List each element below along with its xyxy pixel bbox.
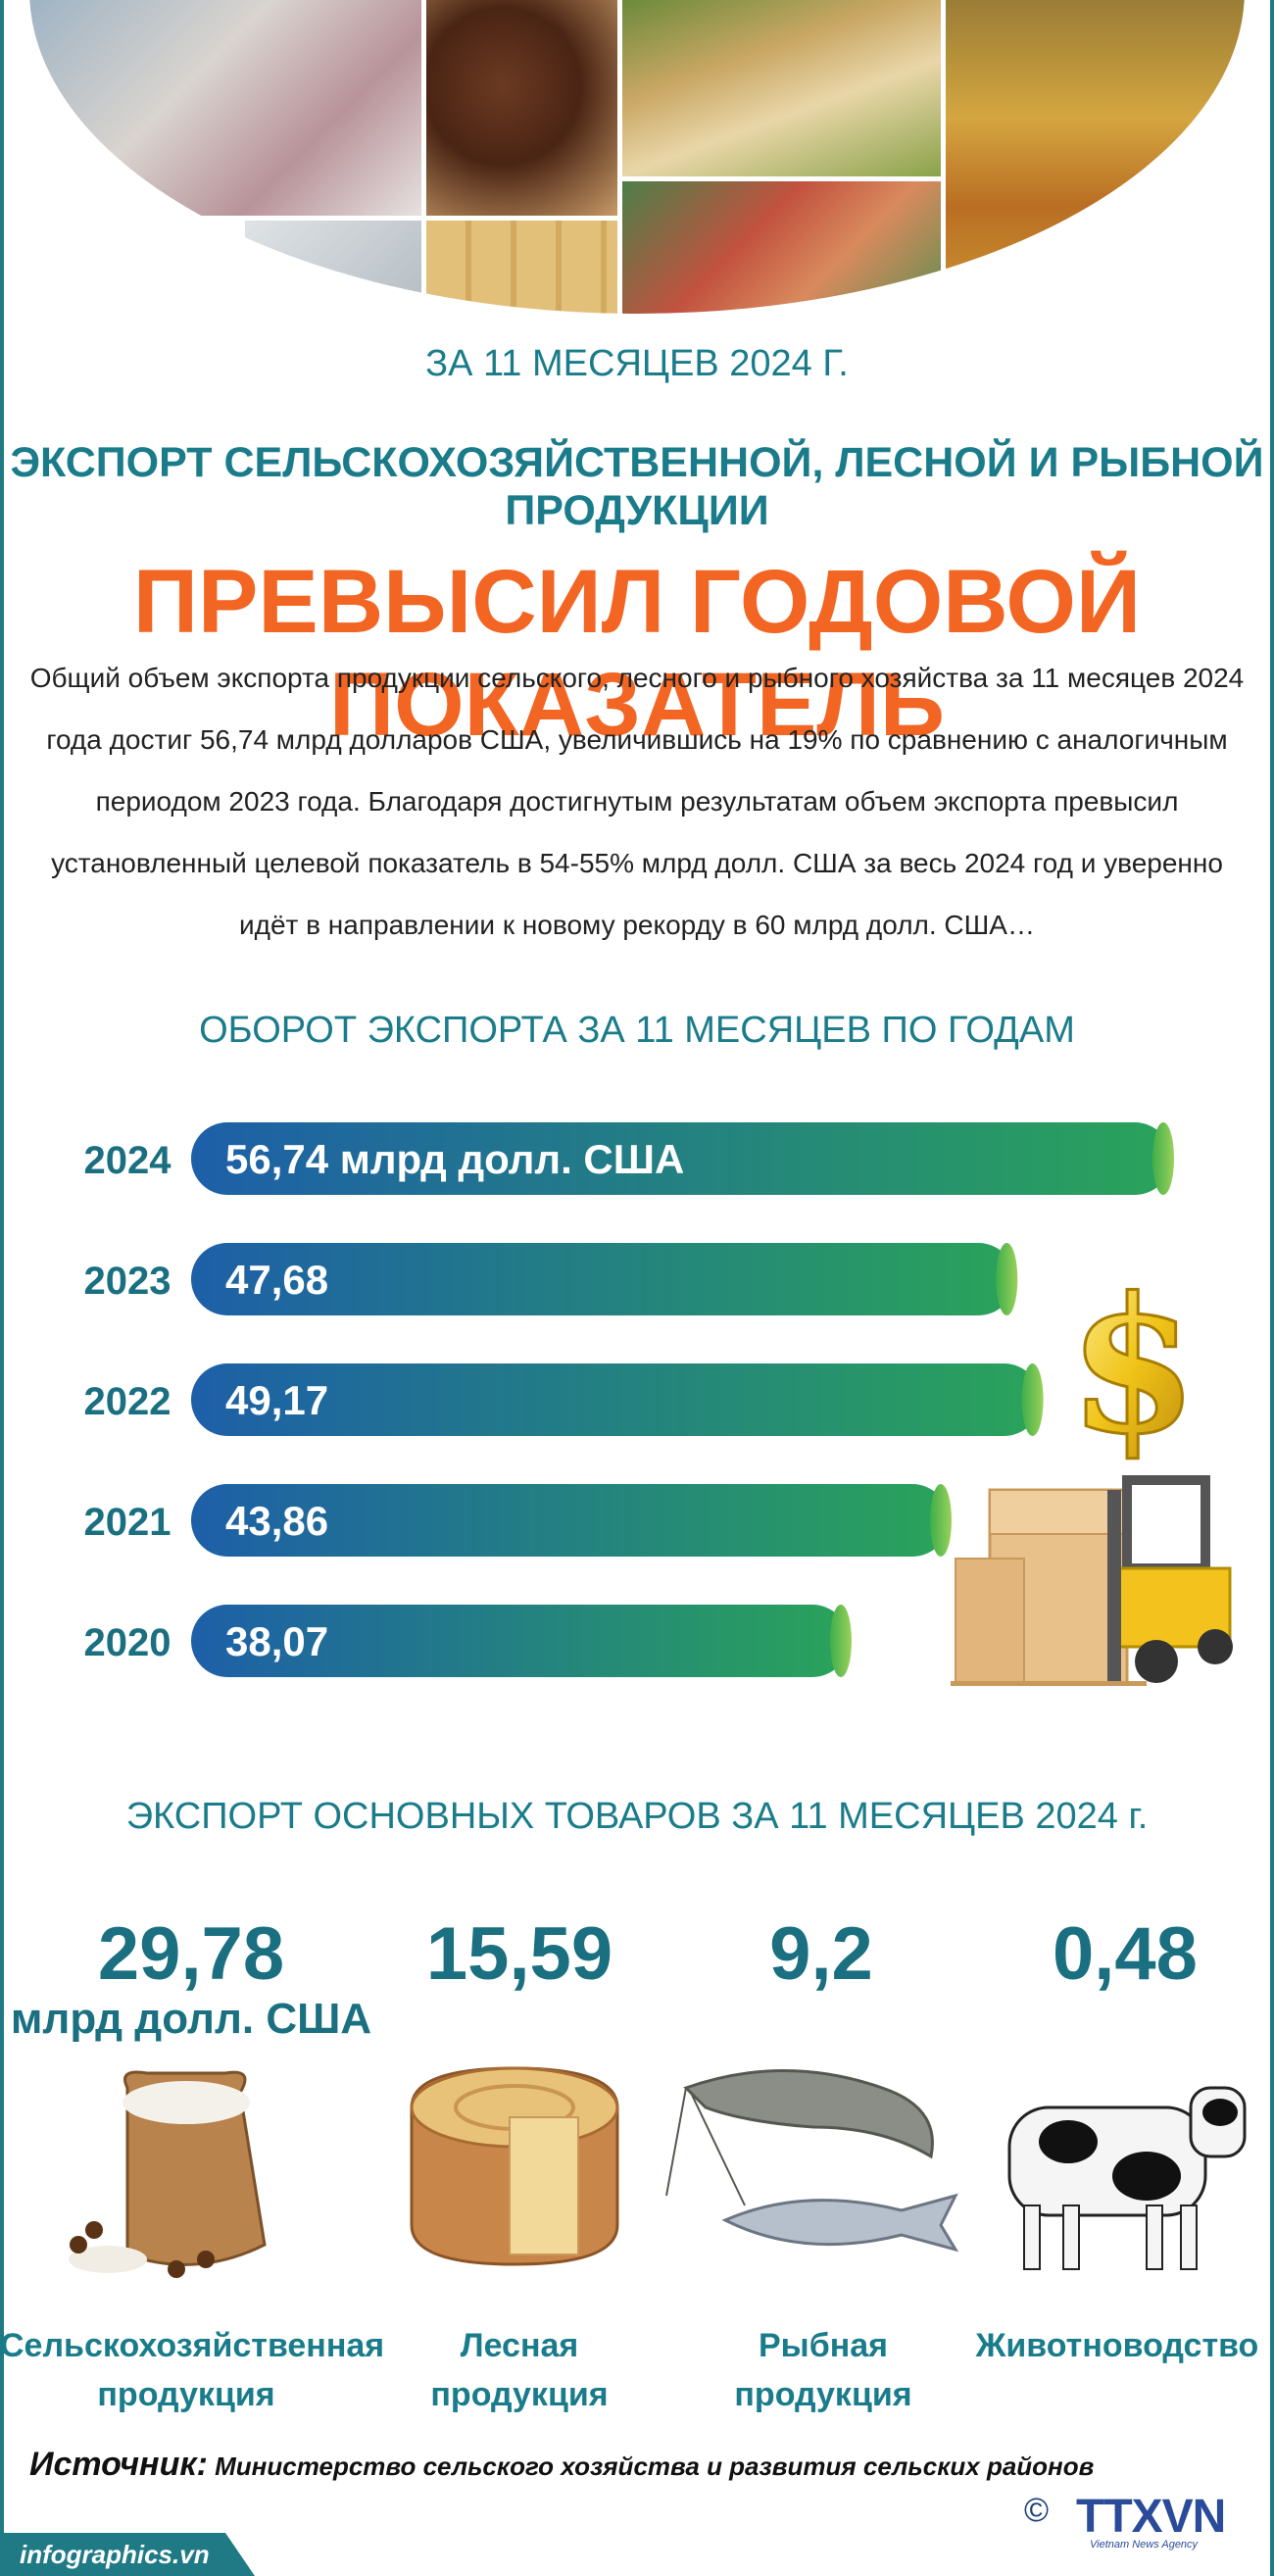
footer-site[interactable]: infographics.vn: [20, 2540, 210, 2569]
product-label-forest: Лесная продукция: [372, 2321, 666, 2419]
product-label-agri-line1: Сельскохозяйственная: [0, 2327, 385, 2364]
ttxvn-logo: TTXVN: [1076, 2491, 1226, 2543]
product-label-livestock: Животноводство: [970, 2321, 1264, 2370]
product-label-livestock-line1: Животноводство: [975, 2327, 1259, 2364]
bar-2024: [191, 1122, 1171, 1195]
product-value-forest: 15,59: [425, 1912, 613, 1996]
bar-cap-2021: [929, 1484, 952, 1557]
bar-year-label-2023: 2023: [84, 1260, 172, 1303]
bar-2023: [191, 1243, 1015, 1315]
bar-value-label-2021: 43,86: [225, 1498, 328, 1544]
fish-processing-photo: [29, 0, 421, 216]
period-subtitle: ЗА 11 МЕСЯЦЕВ 2024 Г.: [425, 343, 849, 384]
bar-cap-2024: [1152, 1122, 1174, 1195]
bar-year-label-2021: 2021: [84, 1501, 172, 1544]
bar-cap-2022: [1021, 1363, 1044, 1436]
intro-paragraph: Общий объем экспорта продукции сельского…: [29, 663, 1245, 940]
rice-sack-photo: [622, 0, 941, 176]
bar-cap-2023: [996, 1243, 1018, 1315]
bar-value-label-2023: 47,68: [225, 1257, 328, 1303]
export-bar-chart: 2024 56,74 млрд долл. США 2023 47,68 2022 49,…: [84, 1122, 1233, 1686]
bar-cap-2020: [829, 1605, 852, 1677]
product-label-forest-line1: Лесная: [460, 2327, 579, 2364]
bar-2022: [191, 1363, 1041, 1436]
bar-value-label-2022: 49,17: [225, 1377, 328, 1423]
forklift-dollar-icon: $: [951, 1256, 1233, 1686]
bar-year-label-2022: 2022: [84, 1380, 172, 1423]
product-label-agri-line2: продукция: [97, 2376, 275, 2413]
chart-title: ОБОРОТ ЭКСПОРТА ЗА 11 МЕСЯЦЕВ ПО ГОДАМ: [199, 1010, 1075, 1051]
source-note: Источник: Министерство сельского хозяйст…: [29, 2446, 1094, 2484]
product-label-fish-line1: Рыбная: [759, 2327, 888, 2364]
coffee-beans-photo: [426, 0, 617, 216]
rice-field-photo: [946, 0, 1245, 294]
rice-sack-icon: [69, 2070, 267, 2278]
main-title-line2: ПРЕВЫСИЛ ГОДОВОЙ ПОКАЗАТЕЛЬ: [132, 552, 1142, 755]
product-unit: млрд долл. США: [10, 1995, 372, 2043]
bar-year-label-2020: 2020: [84, 1621, 172, 1664]
product-label-fish-line2: продукция: [734, 2376, 912, 2413]
ttxvn-logo-sub: Vietnam News Agency: [1090, 2539, 1199, 2551]
products-icons: [69, 2066, 1247, 2278]
product-label-agri: Сельскохозяйственная продукция: [0, 2321, 385, 2419]
products-title: ЭКСПОРТ ОСНОВНЫХ ТОВАРОВ ЗА 11 МЕСЯЦЕВ 2…: [125, 1796, 1149, 1837]
shrimp-fish-icon: [665, 2069, 959, 2253]
bar-value-label-2020: 38,07: [225, 1618, 328, 1664]
bar-2020: [191, 1605, 849, 1677]
product-value-fish: 9,2: [769, 1912, 873, 1996]
timber-photo: [426, 221, 617, 314]
footer-band: [0, 2533, 255, 2576]
product-label-forest-line2: продукция: [430, 2376, 609, 2413]
source-label: Источник:: [29, 2446, 208, 2483]
fruit-market-photo: [622, 181, 941, 314]
svg-text:$: $: [1068, 1257, 1198, 1475]
copyright-symbol: ©: [1024, 2492, 1050, 2529]
bar-2021: [191, 1484, 949, 1557]
bar-value-label-2024: 56,74 млрд долл. США: [225, 1136, 684, 1182]
cow-icon: [1007, 2086, 1247, 2270]
factory-photo: [245, 221, 421, 314]
product-value-livestock: 0,48: [1053, 1912, 1198, 1996]
wood-log-icon: [410, 2066, 619, 2266]
bar-year-label-2024: 2024: [84, 1139, 172, 1182]
product-label-fish: Рыбная продукция: [676, 2321, 970, 2419]
product-value-agri: 29,78: [97, 1912, 285, 1996]
main-title-line1: ЭКСПОРТ СЕЛЬСКОХОЗЯЙСТВЕННОЙ, ЛЕСНОЙ И Р…: [10, 439, 1264, 534]
header-photo-collage: [29, 0, 1245, 314]
source-value: Министерство сельского хозяйства и разви…: [215, 2452, 1095, 2481]
